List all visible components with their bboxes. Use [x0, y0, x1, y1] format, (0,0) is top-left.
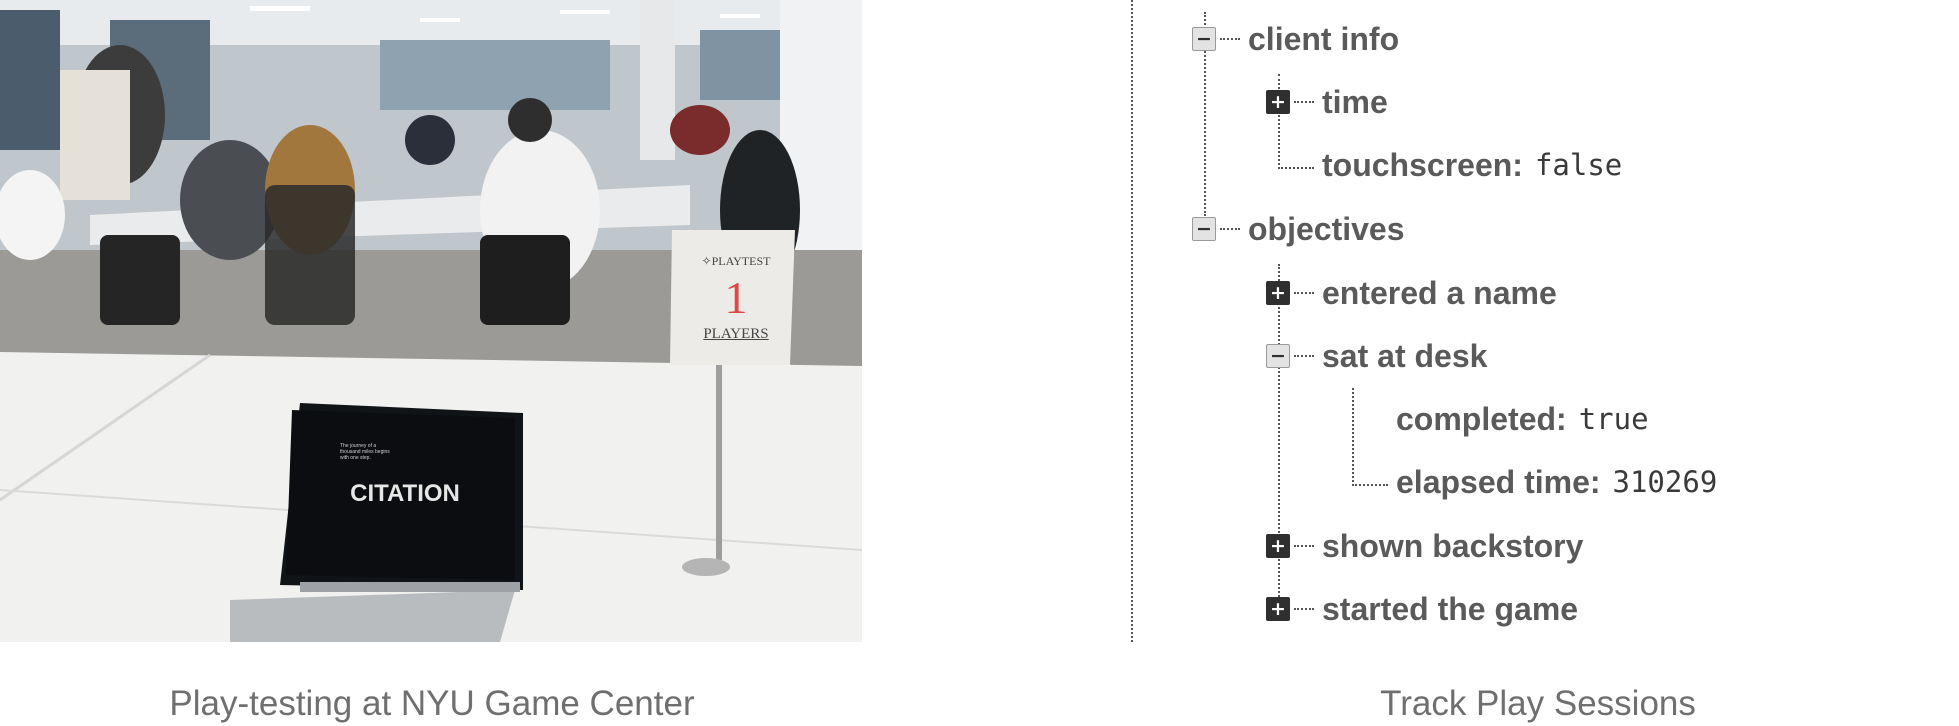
expand-icon[interactable]: + [1266, 534, 1290, 558]
node-label: completed: [1396, 400, 1567, 437]
expand-icon[interactable]: + [1266, 90, 1290, 114]
tree-leaf-completed: completed: true [1396, 397, 1649, 441]
tree-node-client-info[interactable]: − client info [1192, 17, 1399, 61]
tree-node-time[interactable]: + time [1266, 80, 1388, 124]
tree-caption: Track Play Sessions [1380, 684, 1696, 723]
photo-caption: Play-testing at NYU Game Center [169, 684, 695, 723]
expand-icon[interactable]: + [1266, 281, 1290, 305]
node-label: client info [1248, 20, 1400, 57]
tree-node-objectives[interactable]: − objectives [1192, 207, 1405, 251]
tree-guide-line [1352, 388, 1388, 486]
node-value: 310269 [1612, 465, 1718, 499]
tree-guide-line [1204, 12, 1206, 216]
node-label: started the game [1322, 590, 1579, 627]
tree-node-entered-a-name[interactable]: + entered a name [1266, 271, 1557, 315]
node-label: touchscreen: [1322, 146, 1523, 183]
node-label: sat at desk [1322, 337, 1488, 374]
node-label: objectives [1248, 210, 1405, 247]
session-data-tree: − client info + time touchscreen: false … [1192, 12, 1717, 631]
panel-divider [1131, 0, 1133, 642]
playtest-sign-header: ✧PLAYTEST [701, 254, 771, 268]
tree-guide-line [1278, 264, 1280, 604]
collapse-icon[interactable]: − [1192, 27, 1216, 51]
tree-leaf-touchscreen: touchscreen: false [1322, 143, 1622, 187]
playtest-sign-number: 1 [724, 272, 748, 323]
node-value: true [1578, 402, 1649, 436]
collapse-icon[interactable]: − [1266, 344, 1290, 368]
tree-node-sat-at-desk[interactable]: − sat at desk [1266, 334, 1487, 378]
playtest-sign-label: PLAYERS [703, 326, 769, 342]
node-label: entered a name [1322, 274, 1557, 311]
tree-leaf-elapsed-time: elapsed time: 310269 [1396, 460, 1717, 504]
tree-node-shown-backstory[interactable]: + shown backstory [1266, 524, 1583, 568]
laptop-screen-quote: The journey of a thousand miles begins w… [340, 443, 390, 461]
collapse-icon[interactable]: − [1192, 217, 1216, 241]
node-label: shown backstory [1322, 527, 1584, 564]
node-value: false [1534, 148, 1623, 182]
node-label: time [1322, 83, 1388, 120]
playtest-photo: ✧PLAYTEST 1 PLAYERS CITATION The journey… [0, 0, 862, 642]
tree-guide-line [1278, 74, 1314, 169]
expand-icon[interactable]: + [1266, 597, 1290, 621]
node-label: elapsed time: [1396, 463, 1601, 500]
laptop-game-title: CITATION [350, 480, 460, 507]
tree-node-started-the-game[interactable]: + started the game [1266, 587, 1578, 631]
